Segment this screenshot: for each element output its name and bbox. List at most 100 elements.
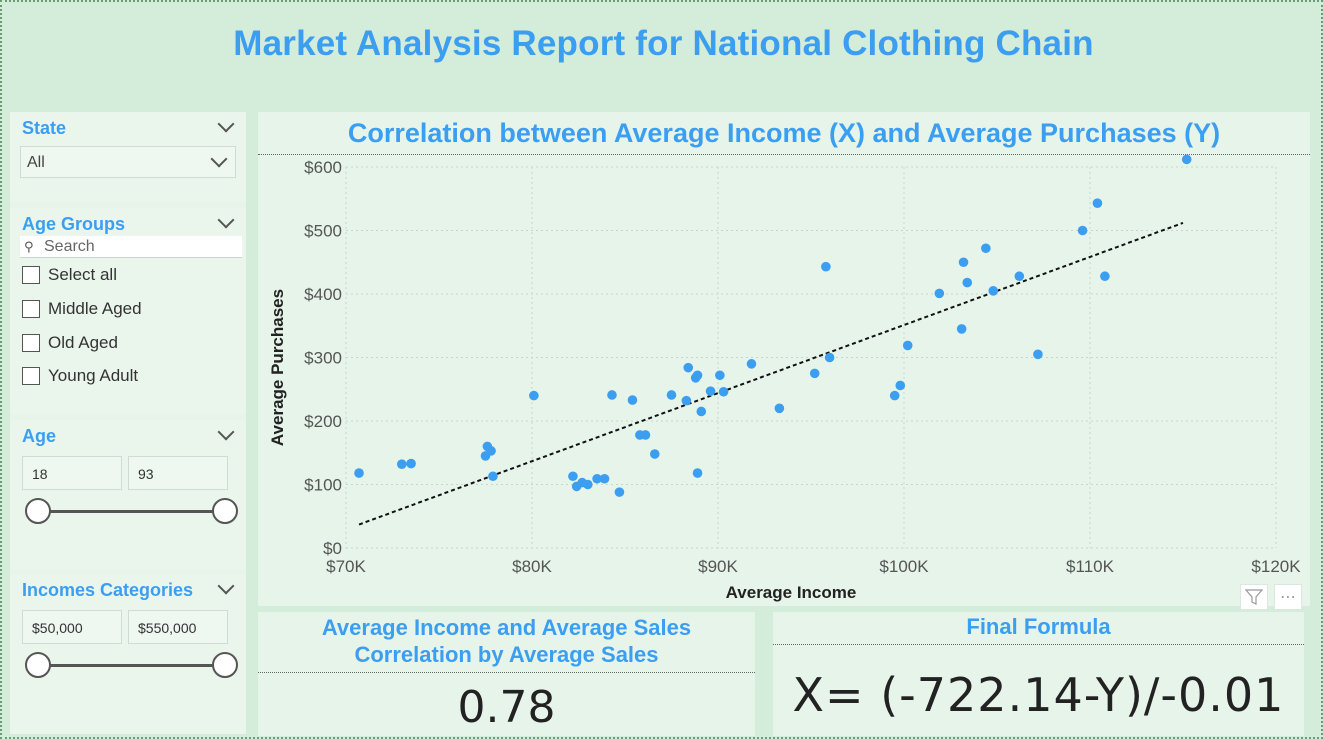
data-point bbox=[1092, 198, 1103, 208]
age-slider-track[interactable] bbox=[38, 510, 226, 513]
age-slider-max-handle[interactable] bbox=[212, 498, 238, 524]
data-point bbox=[1077, 225, 1088, 236]
filter-panel: State All Age Groups ⚲ Search Select all… bbox=[10, 112, 246, 734]
income-categories-slicer: Incomes Categories $50,000 $550,000 bbox=[10, 574, 246, 734]
data-point bbox=[1014, 271, 1025, 282]
scatter-plot[interactable]: $70K $80K $90K $100K $110K $120K $0 $100 $200 $30… bbox=[258, 112, 1310, 606]
age-max-value: 93 bbox=[138, 466, 154, 482]
data-point bbox=[683, 362, 694, 373]
checkbox-box[interactable] bbox=[22, 367, 40, 385]
age-slider-min-handle[interactable] bbox=[25, 498, 51, 524]
chevron-down-icon[interactable] bbox=[217, 423, 235, 441]
correlation-kpi-card: Average Income and Average Sales Correla… bbox=[258, 612, 755, 736]
data-point bbox=[529, 390, 539, 401]
x-tick-label: $80K bbox=[512, 557, 552, 576]
data-point bbox=[406, 458, 416, 469]
income-slider-min-handle[interactable] bbox=[25, 652, 51, 678]
y-tick-label: $200 bbox=[304, 412, 342, 431]
trend-line bbox=[358, 221, 1184, 526]
y-tick-label: $600 bbox=[304, 158, 342, 177]
age-groups-slicer: Age Groups ⚲ Search Select all Middle Ag… bbox=[10, 208, 246, 414]
data-point bbox=[1033, 349, 1043, 360]
data-point bbox=[889, 390, 900, 401]
state-dropdown-value: All bbox=[27, 154, 45, 171]
data-point bbox=[640, 430, 651, 440]
x-tick-label: $90K bbox=[698, 557, 738, 576]
data-point bbox=[627, 395, 638, 405]
search-icon: ⚲ bbox=[24, 240, 34, 255]
more-options-icon[interactable]: ⋯ bbox=[1274, 584, 1302, 610]
data-point bbox=[681, 395, 692, 406]
income-max-input[interactable]: $550,000 bbox=[128, 610, 228, 644]
kpi-title-line2: Correlation by Average Sales bbox=[354, 642, 659, 667]
income-slider-track[interactable] bbox=[38, 664, 226, 667]
state-slicer: State All bbox=[10, 112, 246, 202]
income-min-value: $50,000 bbox=[32, 620, 83, 636]
checkbox-label: Young Adult bbox=[48, 366, 139, 385]
age-groups-search-input[interactable]: ⚲ Search bbox=[20, 236, 242, 258]
filter-icon-glyph bbox=[1244, 589, 1264, 605]
data-point bbox=[705, 386, 716, 396]
age-max-input[interactable]: 93 bbox=[128, 456, 228, 490]
data-point bbox=[934, 288, 945, 299]
age-min-input[interactable]: 18 bbox=[22, 456, 122, 490]
data-point bbox=[988, 286, 999, 296]
income-min-input[interactable]: $50,000 bbox=[22, 610, 122, 644]
checkbox-label: Select all bbox=[48, 265, 117, 284]
filter-icon[interactable] bbox=[1240, 584, 1268, 610]
data-point bbox=[486, 446, 496, 456]
checkbox-label: Middle Aged bbox=[48, 299, 142, 318]
scatter-chart-card[interactable]: Correlation between Average Income (X) a… bbox=[258, 112, 1310, 610]
income-categories-slicer-title: Incomes Categories bbox=[22, 580, 194, 600]
data-point bbox=[956, 324, 967, 334]
chevron-down-icon[interactable] bbox=[217, 211, 235, 229]
x-tick-label: $70K bbox=[326, 557, 366, 576]
data-point bbox=[774, 403, 785, 414]
data-point bbox=[692, 468, 703, 478]
data-point bbox=[696, 406, 707, 417]
data-point bbox=[981, 243, 991, 254]
age-slicer-title: Age bbox=[22, 426, 57, 446]
checkbox-box[interactable] bbox=[22, 300, 40, 318]
data-point bbox=[488, 471, 498, 482]
data-point bbox=[715, 370, 725, 381]
chevron-down-icon[interactable] bbox=[217, 115, 235, 133]
data-point bbox=[354, 468, 364, 478]
checkbox-box[interactable] bbox=[22, 266, 40, 284]
kpi-title-line1: Average Income and Average Sales bbox=[321, 615, 692, 640]
data-point bbox=[824, 352, 835, 363]
data-point bbox=[614, 487, 625, 497]
data-point bbox=[692, 370, 703, 381]
income-slider-max-handle[interactable] bbox=[212, 652, 238, 678]
x-tick-label: $110K bbox=[1066, 557, 1115, 576]
data-point bbox=[583, 479, 593, 490]
data-point bbox=[649, 449, 660, 459]
search-placeholder: Search bbox=[44, 238, 95, 255]
formula-title: Final Formula bbox=[966, 614, 1111, 639]
kpi-title: Average Income and Average Sales Correla… bbox=[258, 614, 755, 668]
data-point bbox=[902, 340, 913, 351]
data-point bbox=[958, 257, 969, 268]
x-axis-label: Average Income bbox=[726, 583, 857, 602]
data-point bbox=[809, 368, 820, 379]
age-groups-slicer-title: Age Groups bbox=[22, 214, 126, 234]
chevron-down-icon[interactable] bbox=[217, 577, 235, 595]
income-max-value: $550,000 bbox=[138, 620, 197, 636]
data-point bbox=[599, 473, 610, 484]
chevron-down-icon[interactable] bbox=[210, 150, 228, 168]
state-dropdown[interactable]: All bbox=[20, 146, 236, 178]
data-point bbox=[962, 277, 973, 288]
data-point bbox=[397, 459, 407, 469]
data-point bbox=[821, 261, 831, 272]
y-axis-label: Average Purchases bbox=[268, 289, 287, 446]
formula-divider bbox=[773, 644, 1304, 645]
kpi-divider bbox=[258, 672, 755, 673]
data-point bbox=[568, 471, 578, 482]
y-tick-label: $400 bbox=[304, 285, 342, 304]
scatter-chart-title: Correlation between Average Income (X) a… bbox=[347, 118, 1221, 148]
title-divider bbox=[258, 154, 1310, 155]
x-tick-label: $120K bbox=[1251, 557, 1301, 576]
checkbox-box[interactable] bbox=[22, 334, 40, 352]
data-point bbox=[592, 473, 602, 484]
